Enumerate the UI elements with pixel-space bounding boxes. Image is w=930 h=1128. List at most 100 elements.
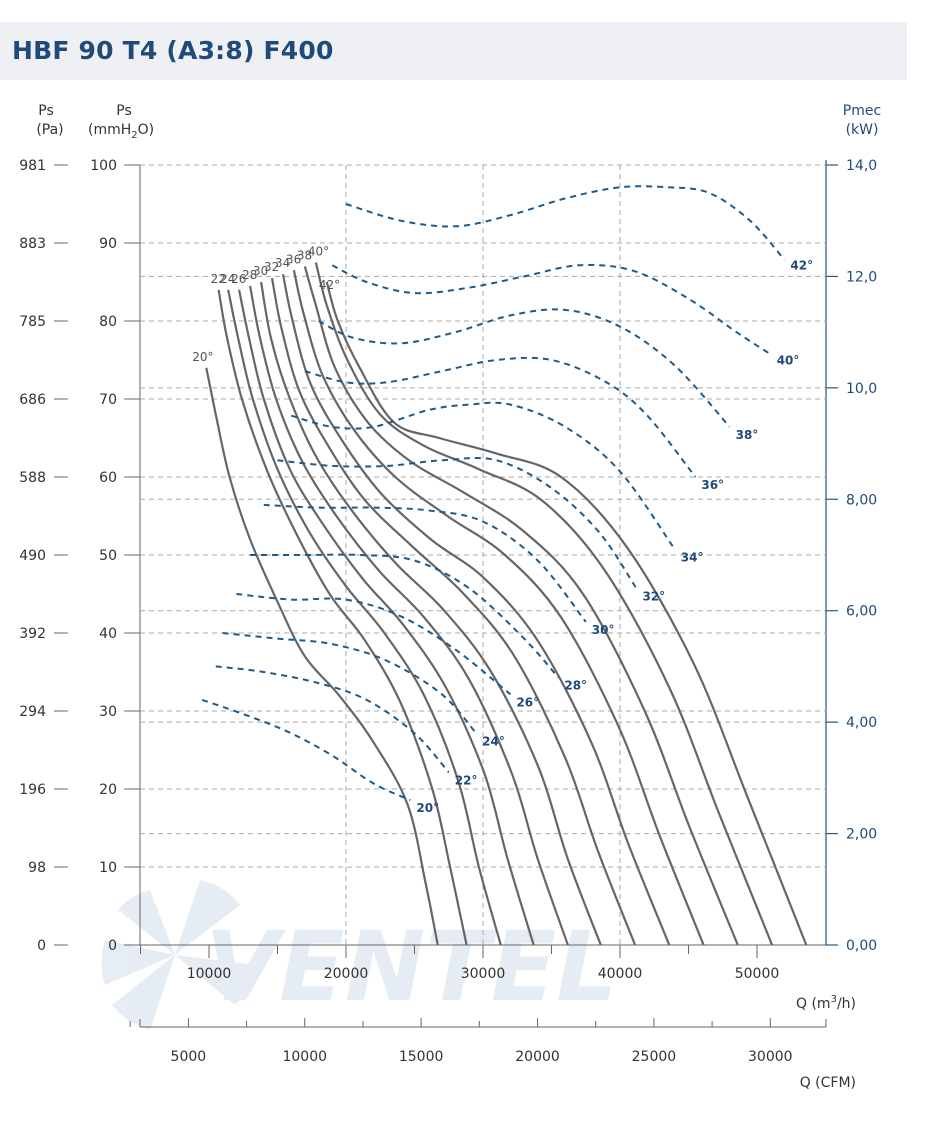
- pressure-curves: [205, 262, 808, 946]
- pressure-curve-label: 24: [220, 272, 235, 286]
- x-tick-label: 40000: [598, 966, 643, 982]
- power-curve-38: [318, 308, 731, 428]
- pressure-curve-label: 28: [242, 268, 257, 282]
- mm-tick-label: 70: [99, 392, 117, 408]
- pressure-curve-30: [260, 281, 602, 946]
- x-cfm-label: Q (CFM): [800, 1075, 856, 1091]
- left-mm-unit-sub: 2: [131, 130, 137, 141]
- pressure-curve-label: 32: [264, 260, 279, 274]
- pressure-curve-36: [292, 270, 705, 946]
- power-curve-28: [250, 553, 560, 679]
- pressure-curve-28: [249, 285, 569, 946]
- mm-tick-label: 30: [99, 704, 117, 720]
- pressure-curve-label: 34: [275, 256, 290, 270]
- right-kw-label: Pmec: [843, 103, 881, 119]
- power-curve-32: [277, 456, 638, 589]
- pressure-curve-22: [217, 289, 468, 946]
- cfm-tick-label: 15000: [399, 1049, 444, 1065]
- mm-tick-label: 10: [99, 860, 117, 876]
- power-curve-22: [215, 665, 450, 773]
- power-curve-label: 36°: [701, 478, 724, 492]
- pressure-curve-24: [227, 289, 502, 946]
- power-curve-label: 24°: [482, 734, 505, 748]
- pa-tick-label: 392: [19, 626, 46, 642]
- x-m3h-label: Q (m3/h): [796, 994, 856, 1012]
- cfm-tick-label: 20000: [515, 1049, 560, 1065]
- mm-tick-label: 0: [108, 938, 117, 954]
- pressure-curve-38: [303, 266, 739, 946]
- x-tick-label: 50000: [735, 966, 780, 982]
- left-pa-label: Ps: [38, 103, 54, 119]
- title-bar: HBF 90 T4 (A3:8) F400: [0, 22, 907, 80]
- kw-tick-label: 0,00: [846, 938, 877, 954]
- power-curve-label: 28°: [564, 679, 587, 693]
- left-mm-unit: (mmH2O): [88, 122, 154, 141]
- power-curve-24: [222, 632, 477, 734]
- watermark: VENTEL: [101, 880, 617, 1030]
- power-curve-34: [290, 401, 676, 550]
- cfm-tick-label: 10000: [282, 1049, 327, 1065]
- x-tick-label: 10000: [187, 966, 232, 982]
- left-mm-unit-main: (mmH: [88, 122, 131, 138]
- x-tick-label: 30000: [461, 966, 506, 982]
- power-curve-label: 38°: [736, 428, 759, 442]
- power-curve-label: 40°: [777, 353, 800, 367]
- kw-tick-label: 8,00: [846, 492, 877, 508]
- power-curve-36: [304, 356, 697, 478]
- pa-tick-label: 785: [19, 314, 46, 330]
- power-curve-42: [345, 185, 786, 261]
- cfm-tick-label: 30000: [748, 1049, 793, 1065]
- mm-tick-label: 90: [99, 236, 117, 252]
- power-curve-40: [331, 264, 772, 356]
- pressure-curve-label: 22: [211, 272, 226, 286]
- power-curve-label: 30°: [592, 623, 615, 637]
- pressure-curve-label: 20°: [192, 350, 213, 364]
- left-mm-unit-end: O): [138, 122, 154, 138]
- pa-tick-label: 490: [19, 548, 46, 564]
- kw-tick-label: 2,00: [846, 827, 877, 843]
- kw-tick-label: 12,0: [846, 269, 877, 285]
- kw-tick-label: 6,00: [846, 604, 877, 620]
- power-curve-20: [201, 698, 411, 802]
- x-m3h-label-sup: 3: [831, 994, 837, 1005]
- mm-tick-label: 50: [99, 548, 117, 564]
- mm-tick-label: 20: [99, 782, 117, 798]
- chart-title: HBF 90 T4 (A3:8) F400: [12, 36, 334, 65]
- left-mm-label: Ps: [116, 103, 132, 119]
- pa-tick-label: 883: [19, 236, 46, 252]
- kw-tick-label: 14,0: [846, 158, 877, 174]
- pa-tick-label: 0: [37, 938, 46, 954]
- pressure-curve-label: 26: [231, 272, 246, 286]
- power-curve-label: 26°: [516, 695, 539, 709]
- x-tick-label: 20000: [324, 966, 369, 982]
- mm-tick-label: 40: [99, 626, 117, 642]
- pressure-curve-label: 40°: [308, 245, 329, 259]
- power-curve-label: 34°: [681, 550, 704, 564]
- power-curve-label: 20°: [416, 801, 439, 815]
- pressure-curve-label: 36: [286, 252, 301, 266]
- left-pa-unit: (Pa): [36, 122, 63, 138]
- kw-tick-label: 4,00: [846, 715, 877, 731]
- right-kw-unit: (kW): [846, 122, 879, 138]
- power-curve-label: 22°: [455, 773, 478, 787]
- grid: [140, 164, 826, 945]
- pa-tick-label: 981: [19, 158, 46, 174]
- x-m3h-label-main: Q (m: [796, 996, 831, 1012]
- mm-tick-label: 100: [90, 158, 117, 174]
- pa-tick-label: 588: [19, 470, 46, 486]
- power-curve-label: 42°: [790, 259, 813, 273]
- pressure-curve-label: 38: [297, 248, 312, 262]
- pressure-curve-32: [270, 277, 637, 946]
- pressure-curve-42: [325, 281, 808, 946]
- curve-labels: 20°22242628303234363840°42°20°22°24°26°2…: [192, 245, 813, 816]
- cfm-tick-label: 5000: [171, 1049, 207, 1065]
- pa-tick-label: 98: [28, 860, 46, 876]
- pa-tick-label: 686: [19, 392, 46, 408]
- pressure-curve-40: [314, 262, 774, 946]
- power-curve-26: [236, 593, 512, 696]
- x-m3h-label-end: /h): [837, 996, 856, 1012]
- mm-tick-label: 60: [99, 470, 117, 486]
- kw-tick-label: 10,0: [846, 381, 877, 397]
